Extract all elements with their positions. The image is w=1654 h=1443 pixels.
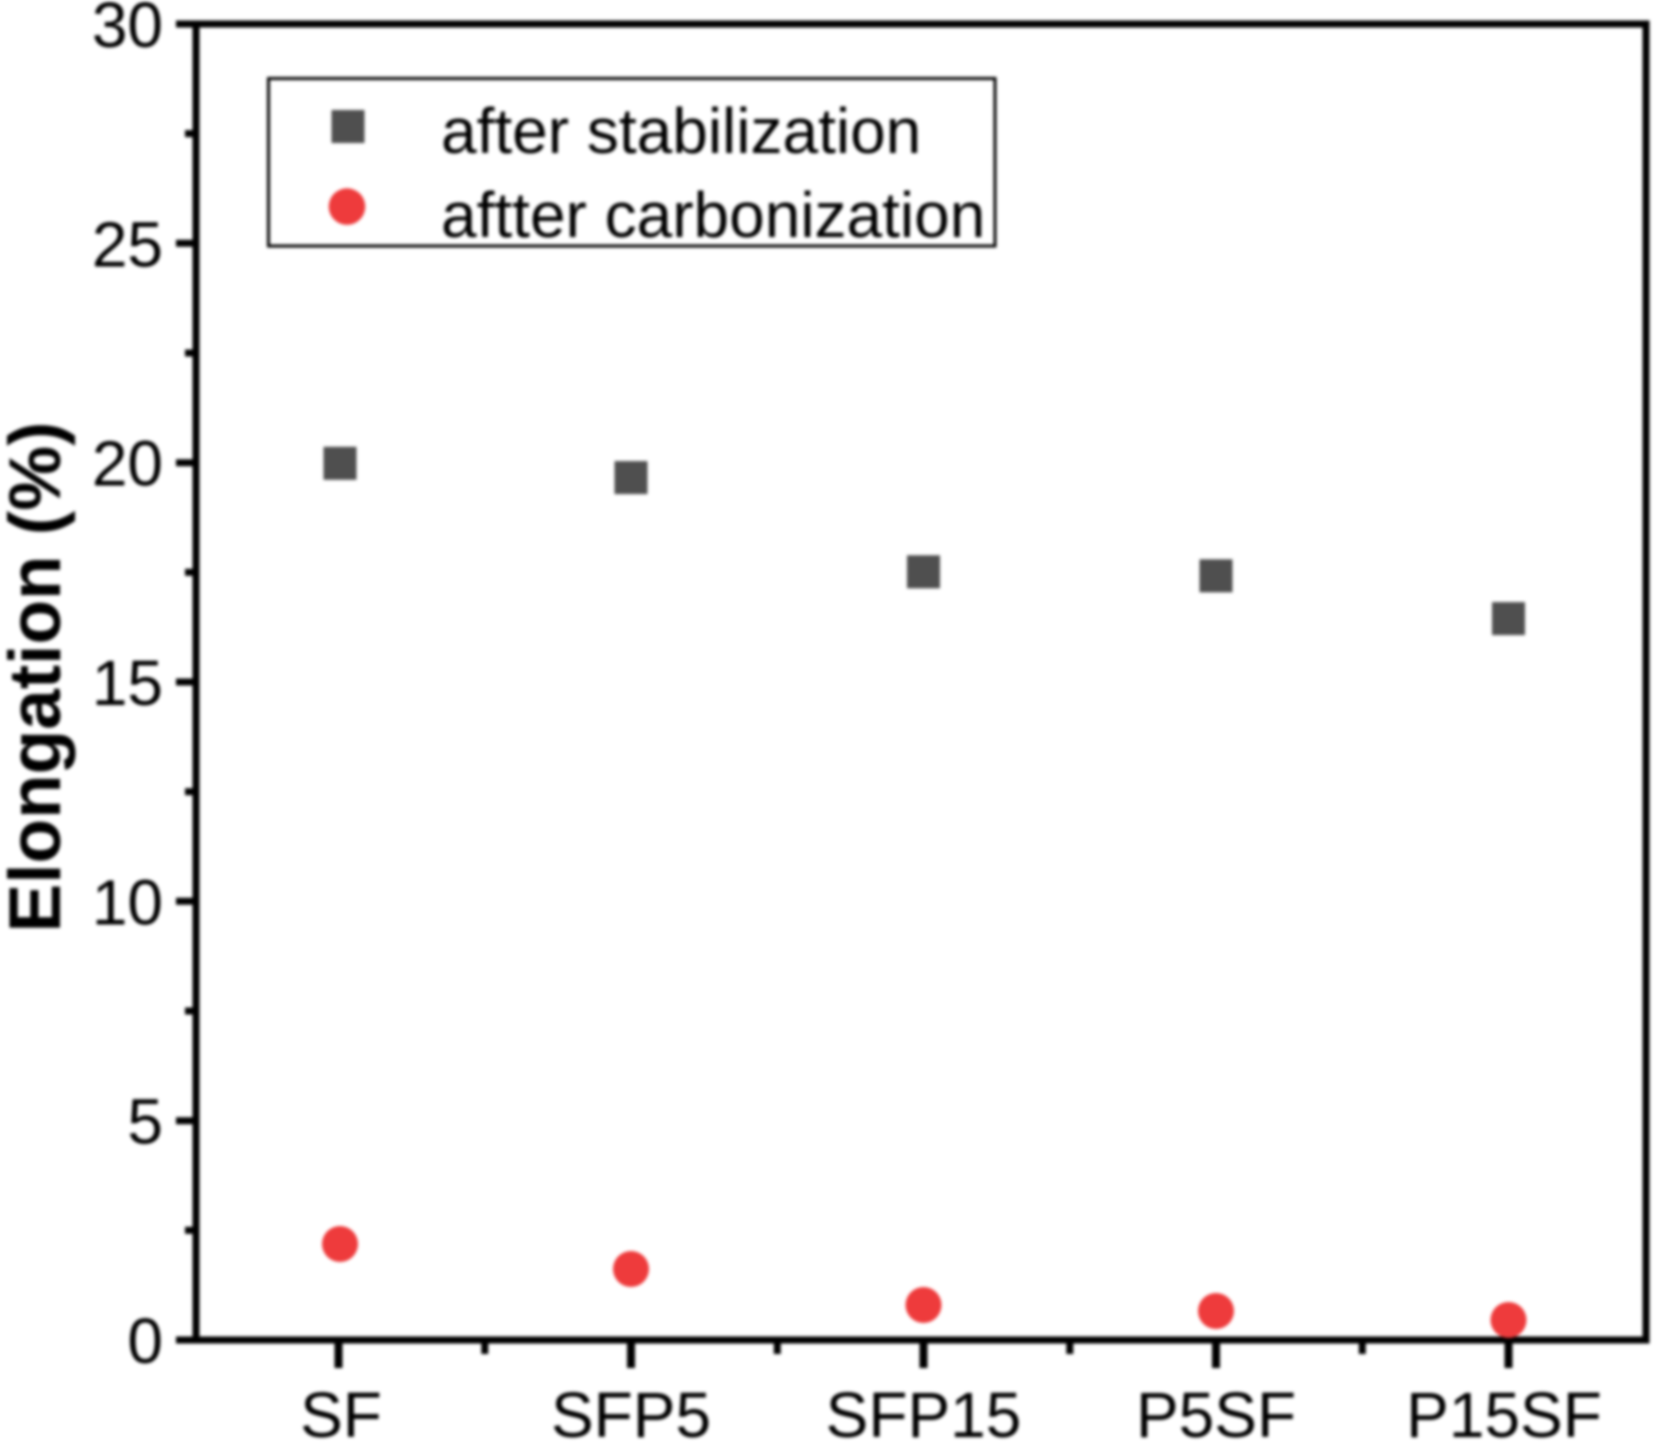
svg-text:P5SF: P5SF xyxy=(1136,1379,1296,1443)
svg-text:after stabilization: after stabilization xyxy=(441,95,921,167)
svg-text:Elongation (%): Elongation (%) xyxy=(0,422,76,933)
svg-text:P15SF: P15SF xyxy=(1406,1379,1602,1443)
svg-text:aftter carbonization: aftter carbonization xyxy=(441,179,985,251)
svg-text:10: 10 xyxy=(92,866,163,938)
svg-text:SF: SF xyxy=(300,1379,382,1443)
svg-text:30: 30 xyxy=(92,0,163,61)
svg-text:0: 0 xyxy=(127,1305,163,1377)
svg-text:25: 25 xyxy=(92,208,163,280)
svg-text:5: 5 xyxy=(127,1086,163,1158)
svg-text:SFP5: SFP5 xyxy=(551,1379,711,1443)
svg-text:SFP15: SFP15 xyxy=(826,1379,1022,1443)
svg-text:20: 20 xyxy=(92,428,163,500)
svg-text:15: 15 xyxy=(92,647,163,719)
